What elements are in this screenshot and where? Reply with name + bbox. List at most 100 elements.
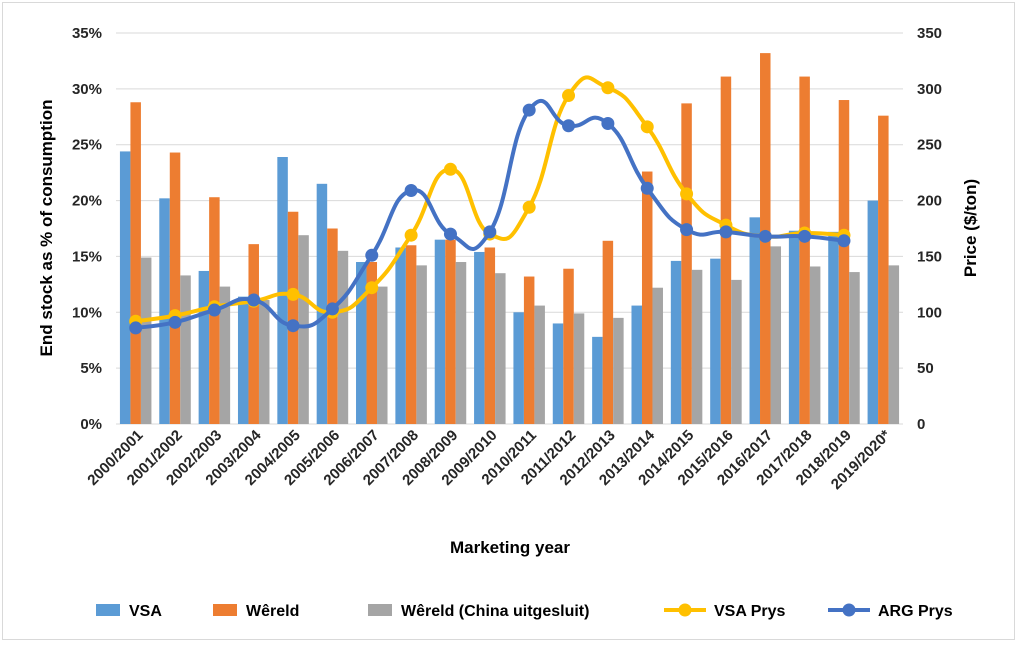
bar	[749, 217, 761, 424]
y-tick-label: 35%	[72, 25, 102, 42]
line-point	[798, 229, 812, 243]
bar	[258, 300, 270, 424]
bar	[445, 239, 456, 424]
legend-swatch	[96, 604, 120, 616]
line-point	[443, 227, 457, 241]
bar	[287, 211, 299, 424]
bar	[670, 260, 682, 424]
y2-tick-label: 50	[917, 360, 934, 377]
bar	[573, 313, 585, 424]
bar	[523, 276, 535, 424]
line-point	[404, 228, 418, 242]
y2-tick-label: 200	[917, 193, 942, 210]
y-tick-label: 30%	[72, 81, 102, 98]
line-point	[680, 187, 694, 201]
bar	[495, 273, 506, 424]
legend-marker	[842, 603, 856, 617]
line-point	[522, 103, 536, 117]
x-axis-title: Marketing year	[450, 538, 570, 557]
bar	[298, 235, 309, 424]
bar	[377, 286, 388, 424]
legend-label: Wêreld	[246, 603, 299, 620]
bar	[119, 151, 131, 425]
bar	[720, 76, 732, 424]
bar	[405, 245, 417, 424]
bar	[327, 228, 338, 424]
legend-label: Wêreld (China uitgesluit)	[401, 603, 589, 620]
bar	[592, 336, 603, 424]
line-point	[404, 184, 418, 198]
bar	[513, 312, 524, 424]
line-point	[680, 223, 694, 237]
line-point	[483, 225, 497, 239]
bar	[838, 100, 850, 424]
bar	[434, 239, 446, 424]
y-axis-title: End stock as % of consumption	[37, 100, 56, 357]
bar	[416, 265, 427, 424]
y2-tick-label: 0	[917, 416, 925, 433]
legend-label: VSA	[129, 603, 162, 620]
bars	[119, 53, 900, 425]
bar	[455, 262, 467, 424]
bar	[888, 265, 900, 424]
lines	[129, 75, 851, 335]
bar	[277, 157, 288, 424]
bar	[602, 240, 614, 424]
bar	[356, 262, 367, 424]
bar	[169, 152, 181, 424]
bar	[140, 257, 152, 424]
bar	[366, 262, 378, 424]
y2-tick-label: 300	[917, 81, 942, 98]
line-point	[837, 234, 851, 248]
bar	[849, 272, 860, 424]
gridlines	[116, 32, 903, 425]
bar	[681, 103, 692, 424]
bar	[337, 250, 349, 424]
line-point	[640, 120, 654, 134]
line-point	[719, 225, 733, 239]
line-point	[640, 181, 654, 195]
line-point	[443, 162, 457, 176]
line-point	[562, 89, 576, 103]
bar	[788, 230, 800, 424]
bar	[613, 317, 624, 424]
bar	[867, 200, 879, 424]
legend-label: ARG Prys	[878, 603, 953, 620]
bar	[770, 246, 782, 424]
legend-label: VSA Prys	[714, 603, 786, 620]
y2-tick-label: 350	[917, 25, 942, 42]
line-point	[601, 81, 615, 95]
bar	[395, 247, 406, 424]
line-point	[207, 303, 221, 317]
line-point	[325, 302, 339, 316]
bar	[248, 244, 259, 424]
bar	[809, 266, 821, 424]
bar	[180, 275, 191, 424]
line-point	[601, 116, 615, 130]
bar	[641, 171, 653, 424]
bar	[878, 115, 889, 425]
line-point	[129, 321, 143, 335]
bar	[828, 231, 839, 424]
legend-swatch	[213, 604, 237, 616]
bar	[563, 268, 574, 424]
y-tick-label: 25%	[72, 137, 102, 154]
line-point	[168, 315, 182, 329]
bar	[652, 287, 663, 424]
y2-axis-title: Price ($/ton)	[961, 179, 980, 277]
bar	[631, 305, 642, 424]
line-point	[522, 200, 536, 214]
line-point	[758, 229, 772, 243]
bar	[799, 76, 810, 424]
bar	[552, 323, 564, 424]
bar	[198, 270, 210, 424]
y-tick-label: 15%	[72, 248, 102, 265]
bar	[237, 296, 249, 424]
legend-marker	[678, 603, 692, 617]
y2-tick-label: 100	[917, 304, 942, 321]
chart-frame	[2, 2, 1015, 640]
y-tick-label: 20%	[72, 193, 102, 210]
bar	[474, 251, 485, 424]
line-point	[365, 248, 379, 262]
